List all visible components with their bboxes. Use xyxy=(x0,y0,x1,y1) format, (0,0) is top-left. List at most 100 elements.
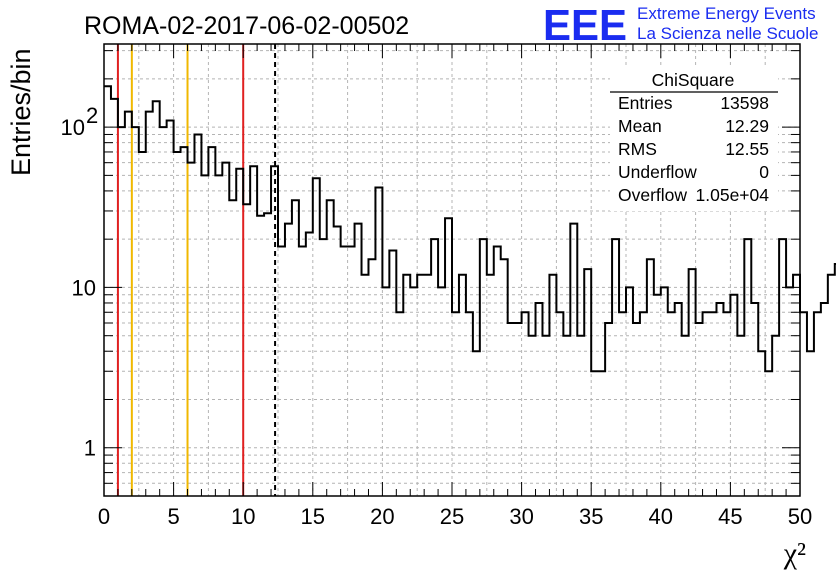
histogram-bin xyxy=(501,259,508,496)
histogram-bin xyxy=(633,323,640,496)
histogram-bin xyxy=(682,336,689,496)
y-tick-label: 1 xyxy=(84,436,96,461)
stats-label-overflow: Overflow xyxy=(618,185,687,205)
histogram-bin xyxy=(160,127,167,496)
histogram-bin xyxy=(828,275,835,496)
histogram-bin xyxy=(368,259,375,496)
histogram-bin xyxy=(327,200,334,496)
histogram-bin xyxy=(522,312,529,496)
histogram-bin xyxy=(814,312,821,496)
histogram-bin xyxy=(556,312,563,496)
histogram-bin xyxy=(139,152,146,496)
histogram-bin xyxy=(188,163,195,496)
histogram-bin xyxy=(104,86,111,496)
histogram-bin xyxy=(299,247,306,496)
logo-line-2: La Scienza nelle Scuole xyxy=(637,24,818,43)
histogram-bin xyxy=(536,303,543,496)
histogram-bin xyxy=(118,127,125,496)
histogram-bin xyxy=(355,224,362,496)
histogram-bin xyxy=(146,112,153,496)
histogram-bin xyxy=(320,239,327,496)
histogram-bin xyxy=(382,287,389,496)
x-tick-label: 20 xyxy=(370,504,394,529)
histogram-bin xyxy=(751,303,758,496)
stats-value-entries: 13598 xyxy=(720,93,769,113)
axis-ticks xyxy=(103,44,801,497)
histogram-bin xyxy=(348,247,355,496)
histogram-bin xyxy=(132,127,139,496)
histogram-bin xyxy=(424,275,431,496)
histogram-bin xyxy=(786,287,793,496)
histogram-bin xyxy=(640,312,647,496)
histogram-bin xyxy=(174,152,181,496)
stats-label-rms: RMS xyxy=(618,139,657,159)
histogram-bin xyxy=(626,287,633,496)
histogram-bin xyxy=(591,371,598,496)
x-axis-title: χ² xyxy=(783,537,806,570)
histogram-bin xyxy=(570,224,577,496)
histogram-bin xyxy=(612,239,619,496)
histogram-bin xyxy=(167,120,174,496)
stats-box-background xyxy=(610,66,778,211)
histogram-bin xyxy=(661,287,668,496)
histogram-bins xyxy=(104,85,836,496)
histogram-bin xyxy=(410,287,417,496)
histogram-bin xyxy=(598,371,605,496)
histogram-bin xyxy=(487,275,494,496)
logo-line-1: Extreme Energy Events xyxy=(637,4,816,23)
histogram-bin xyxy=(243,204,250,496)
x-tick-label: 45 xyxy=(718,504,742,529)
histogram-bin xyxy=(696,323,703,496)
stats-label-entries: Entries xyxy=(618,93,673,113)
histogram-bin xyxy=(577,336,584,496)
stats-value-underflow: 0 xyxy=(759,162,769,182)
histogram-bin xyxy=(779,239,786,496)
histogram-outline xyxy=(104,85,836,373)
chart-title: ROMA-02-2017-06-02-00502 xyxy=(84,12,409,40)
histogram-bin xyxy=(403,275,410,496)
histogram-bin xyxy=(710,312,717,496)
histogram-bin xyxy=(431,239,438,496)
histogram-bin xyxy=(730,295,737,496)
histogram-bin xyxy=(278,247,285,496)
histogram-bin xyxy=(389,250,396,496)
stats-box: ChiSquare Entries 13598 Mean 12.29 RMS 1… xyxy=(610,66,778,211)
histogram-bin xyxy=(285,224,292,496)
histogram-bin xyxy=(480,239,487,496)
histogram-bin xyxy=(125,112,132,496)
histogram-bin xyxy=(821,303,828,496)
histogram-bin xyxy=(215,175,222,496)
eee-logo: EEE Extreme Energy Events La Scienza nel… xyxy=(543,1,818,50)
histogram-bin xyxy=(445,218,452,496)
histogram-bin xyxy=(494,247,501,496)
histogram-bin xyxy=(605,323,612,496)
histogram-bin xyxy=(675,303,682,496)
y-tick-label: 10 xyxy=(72,275,96,300)
histogram-bin xyxy=(508,323,515,496)
histogram-bin xyxy=(438,287,445,496)
histogram-bin xyxy=(473,351,480,496)
histogram-bin xyxy=(250,166,257,496)
histogram-bin xyxy=(417,275,424,496)
histogram-bin xyxy=(515,323,522,496)
histogram-bin xyxy=(584,269,591,496)
y-tick-label: 10 xyxy=(61,115,85,140)
histogram-bin xyxy=(647,259,654,496)
histogram-bin xyxy=(194,134,201,496)
histogram-bin xyxy=(703,312,710,496)
histogram-bin xyxy=(201,175,208,496)
y-axis-title: Entries/bin xyxy=(6,48,36,176)
stats-value-rms: 12.55 xyxy=(725,139,769,159)
histogram-bin xyxy=(396,312,403,496)
stats-label-underflow: Underflow xyxy=(618,162,697,182)
histogram-bin xyxy=(800,312,807,496)
histogram-bin xyxy=(654,295,661,496)
x-tick-label: 50 xyxy=(788,504,812,529)
stats-value-overflow: 1.05e+04 xyxy=(696,185,770,205)
histogram-bin xyxy=(153,101,160,496)
stats-value-mean: 12.29 xyxy=(725,116,769,136)
histogram-bin xyxy=(563,336,570,496)
histogram-bin xyxy=(271,166,278,496)
